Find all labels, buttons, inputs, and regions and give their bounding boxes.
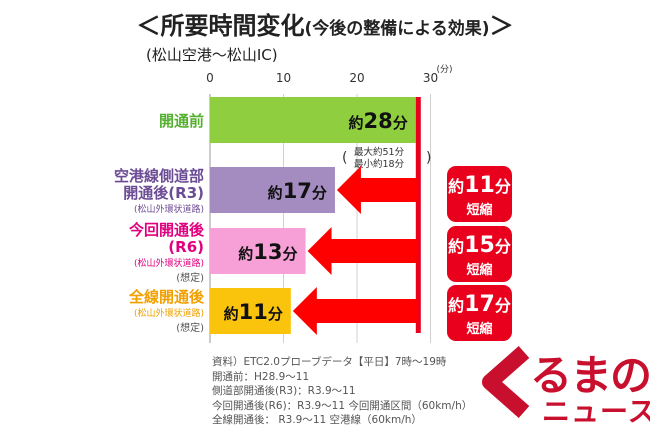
category-note: (松山外環状道路)	[134, 307, 204, 319]
source-line: 開通前：H28.9〜11	[212, 370, 310, 383]
category-label: (R6)	[168, 238, 204, 256]
reduction-arrow	[307, 227, 418, 275]
logo-text: るまの	[530, 351, 650, 400]
bar-data-label: 約17分	[268, 179, 327, 203]
bar	[210, 167, 335, 213]
range-bracket: (	[342, 150, 347, 166]
data-source-notes: 資料）ETC2.0プローブデータ【平日】7時〜19時 開通前：H28.9〜11 …	[212, 355, 472, 428]
category-label: 空港線側道部	[114, 167, 204, 185]
bar	[210, 228, 306, 274]
reduction-arrow	[292, 287, 418, 335]
reduction-arrow	[336, 166, 418, 214]
x-tick-label: 30	[423, 71, 438, 85]
bar	[210, 288, 291, 334]
kurumanonews-logo: るまの ニュース	[472, 330, 650, 433]
category-label: 開通前	[159, 112, 204, 130]
category-label: 全線開通後	[128, 288, 205, 306]
source-line: 今回開通後(R6)：R3.9〜11 今回開通区間（60km/h）	[212, 399, 473, 412]
range-bracket: )	[426, 150, 431, 166]
range-annotation: 最小約18分	[354, 158, 405, 170]
route-subtitle: (松山空港〜松山IC)	[146, 46, 278, 64]
category-note: (松山外環状道路)	[134, 257, 204, 269]
bar	[210, 97, 416, 143]
reduction-badge: 約17分 短縮	[447, 285, 512, 341]
reduction-badge: 約15分 短縮	[447, 226, 512, 282]
category-note: (松山外環状道路)	[134, 203, 204, 215]
category-label: 開通後(R3)	[123, 184, 204, 202]
source-line: 側道部開通後(R3)：R3.9〜11	[212, 385, 356, 397]
page-title: ＜所要時間変化(今後の整備による効果)＞	[136, 12, 514, 40]
x-tick-label: 10	[276, 71, 291, 85]
reduction-badge: 約11分 短縮	[447, 166, 512, 222]
bar-data-label: 約11分	[224, 300, 283, 324]
category-assumed: (想定)	[176, 271, 204, 284]
reference-line	[415, 97, 421, 333]
source-line: 全線開通後： R3.9〜11 空港線（60km/h）	[212, 414, 422, 426]
bar-data-label: 約28分	[349, 109, 408, 133]
category-assumed: (想定)	[176, 321, 204, 334]
unit-label: (分)	[437, 64, 453, 75]
logo-mark-icon	[476, 346, 544, 418]
x-tick-label: 0	[206, 71, 214, 85]
bar-data-label: 約13分	[238, 240, 297, 264]
category-label: 今回開通後	[128, 221, 205, 239]
x-tick-label: 20	[349, 71, 364, 85]
logo-text: ニュース	[542, 395, 650, 428]
source-line: 資料）ETC2.0プローブデータ【平日】7時〜19時	[212, 356, 447, 368]
range-annotation: 最大約51分	[354, 146, 405, 158]
